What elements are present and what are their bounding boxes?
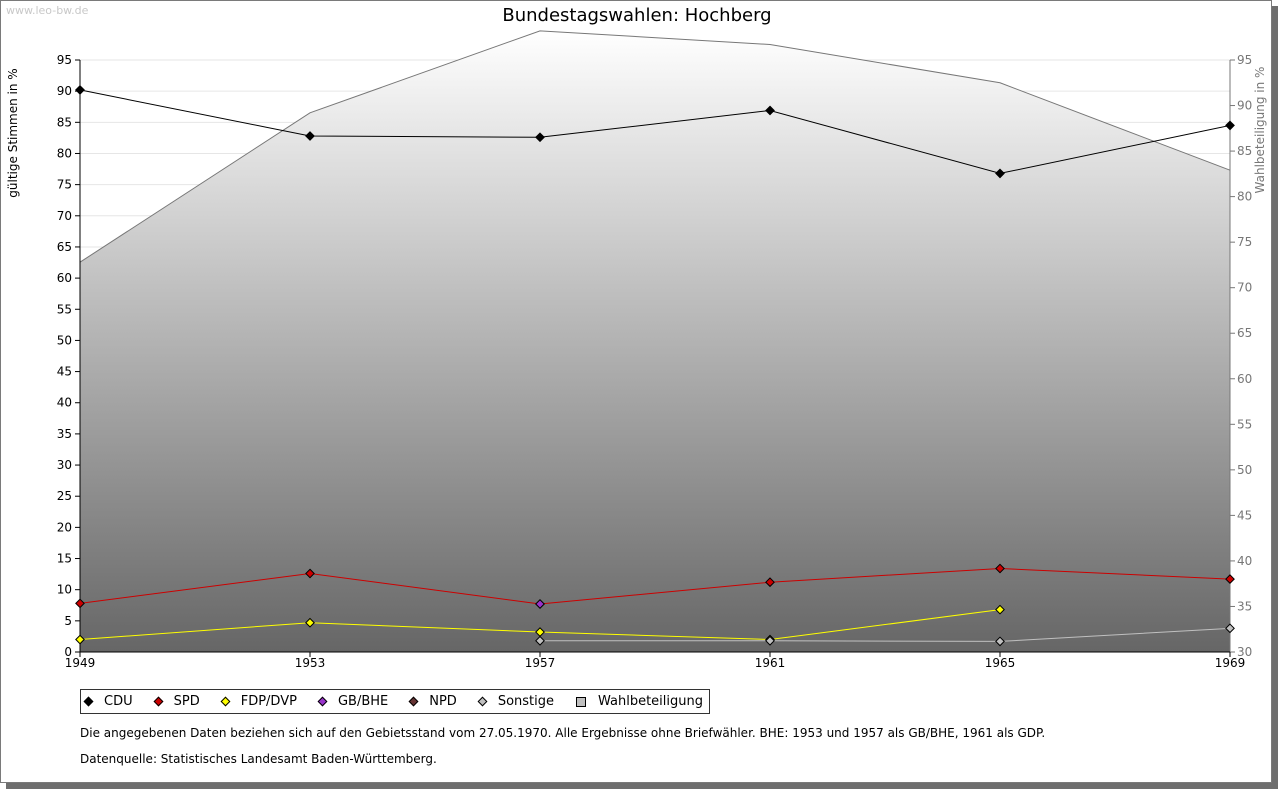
marker-spd-1953 (305, 568, 315, 579)
x-tick-label-1957: 1957 (525, 656, 556, 670)
turnout-area-layer (79, 30, 1231, 652)
marker-cdu-1969 (1225, 120, 1235, 131)
marker-spd-1965 (995, 563, 1005, 574)
turnout-area (80, 30, 1230, 652)
series-line-sonstige-0 (540, 627, 1231, 642)
election-chart: Bundestagswahlen: Hochberg 0 5 10 15 20 25 30 3… (6, 5, 1267, 670)
y-tick-label-60: 60 (57, 271, 72, 285)
x-tick-label-1949: 1949 (65, 656, 96, 670)
legend-item-cdu: CDU (83, 694, 133, 709)
y-tick-label-65: 65 (57, 240, 72, 254)
y-tick-label-45: 45 (57, 365, 72, 379)
legend-item-gb-bhe: GB/BHE (317, 694, 389, 709)
note-gebietsstand: Die angegebenen Daten beziehen sich auf … (80, 726, 1046, 740)
legend-label: SPD (173, 694, 200, 709)
legend-item-sonstige: Sonstige (477, 694, 554, 709)
legend-item-spd: SPD (153, 694, 200, 709)
marker-cdu-1949 (75, 85, 85, 95)
marker-fdp-dvp-1965 (995, 604, 1005, 615)
marker-spd-1969 (1225, 574, 1235, 584)
y2-tick-label-30: 30 (1237, 645, 1252, 659)
marker-cdu-1965 (995, 168, 1005, 179)
marker-sonstige-1969 (1225, 623, 1235, 634)
y2-axis-label: Wahlbeteiligung in % (1253, 67, 1267, 194)
y-tick-label-50: 50 (57, 333, 72, 347)
legend-item-fdp-dvp: FDP/DVP (220, 694, 297, 709)
y-tick-label-90: 90 (57, 84, 72, 98)
marker-sonstige-1965 (995, 636, 1005, 647)
marker-spd-1949 (75, 598, 85, 609)
turnout-line (79, 30, 1231, 263)
marker-cdu-1961 (765, 105, 775, 116)
y-axis-label: gültige Stimmen in % (6, 68, 20, 197)
watermark: www.leo-bw.de (6, 4, 89, 17)
series-layer (75, 85, 1235, 647)
marker-sonstige-1957 (535, 635, 545, 646)
frame-shadow-right (1272, 6, 1278, 789)
legend-marker-gb-bhe (317, 696, 328, 707)
y-tick-label-25: 25 (57, 489, 72, 503)
x-tick-label-1965: 1965 (985, 656, 1016, 670)
y-tick-label-75: 75 (57, 178, 72, 192)
legend-marker-wahlbeteiligung (576, 696, 586, 707)
legend-label: FDP/DVP (240, 694, 297, 709)
series-line-spd-0 (79, 567, 1231, 605)
legend: CDU SPD FDP/DVP GB/BHE NPD Sonstige Wahlbeteil… (80, 689, 711, 714)
legend-item-npd: NPD (408, 694, 457, 709)
y2-tick-label-50: 50 (1237, 463, 1252, 477)
legend-marker-npd (408, 696, 419, 707)
legend-label: CDU (104, 694, 133, 709)
y2-tick-label-85: 85 (1237, 144, 1252, 158)
y2-tick-label-90: 90 (1237, 99, 1252, 113)
y2-tick-label-60: 60 (1237, 372, 1252, 386)
marker-cdu-1953 (305, 131, 315, 141)
note-datenquelle: Datenquelle: Statistisches Landesamt Bad… (80, 752, 437, 766)
y-tick-label-40: 40 (57, 396, 72, 410)
y2-tick-label-40: 40 (1237, 554, 1252, 568)
y2-tick-label-95: 95 (1237, 53, 1252, 67)
y-tick-label-80: 80 (57, 146, 72, 160)
y2-tick-label-35: 35 (1237, 599, 1252, 613)
legend-label: Sonstige (497, 694, 554, 709)
y-tick-label-5: 5 (64, 614, 72, 628)
legend-marker-spd (153, 696, 164, 707)
marker-fdp-dvp-1953 (305, 617, 315, 628)
marker-fdp-dvp-1949 (75, 634, 85, 645)
y-tick-label-15: 15 (57, 552, 72, 566)
marker-spd-1961 (765, 577, 775, 588)
marker-sonstige-1961 (765, 635, 775, 646)
legend-label: NPD (429, 694, 457, 709)
axes: 0 5 10 15 20 25 30 35 40 45 50 55 60 65 70 75 80 85 90 95 30… (57, 53, 1253, 670)
y-tick-label-95: 95 (57, 53, 72, 67)
legend-marker-sonstige (477, 696, 488, 707)
marker-cdu-1957 (535, 132, 545, 143)
y2-tick-label-80: 80 (1237, 190, 1252, 204)
frame-shadow-bottom (6, 783, 1278, 789)
y2-tick-label-45: 45 (1237, 508, 1252, 522)
y-tick-label-55: 55 (57, 302, 72, 316)
x-tick-label-1969: 1969 (1215, 656, 1246, 670)
y2-tick-label-75: 75 (1237, 235, 1252, 249)
legend-label: Wahlbeteiligung (598, 694, 704, 709)
y2-tick-label-55: 55 (1237, 417, 1252, 431)
legend-marker-fdp-dvp (220, 696, 231, 707)
legend-marker-cdu (83, 696, 94, 707)
y2-tick-label-70: 70 (1237, 281, 1252, 295)
y-tick-label-0: 0 (64, 645, 72, 659)
y-tick-label-30: 30 (57, 458, 72, 472)
y-tick-label-85: 85 (57, 115, 72, 129)
y2-tick-label-65: 65 (1237, 326, 1252, 340)
y-tick-label-35: 35 (57, 427, 72, 441)
marker-gb-bhe-1957 (535, 599, 545, 609)
y-tick-label-70: 70 (57, 209, 72, 223)
legend-label: GB/BHE (337, 694, 389, 709)
x-tick-label-1961: 1961 (755, 656, 786, 670)
y-tick-label-20: 20 (57, 520, 72, 534)
series-line-cdu-0 (79, 89, 1231, 174)
legend-item-wahlbeteiligung: Wahlbeteiligung (576, 694, 703, 709)
y-tick-label-10: 10 (57, 583, 72, 597)
chart-title: Bundestagswahlen: Hochberg (502, 5, 771, 26)
x-tick-label-1953: 1953 (295, 656, 326, 670)
